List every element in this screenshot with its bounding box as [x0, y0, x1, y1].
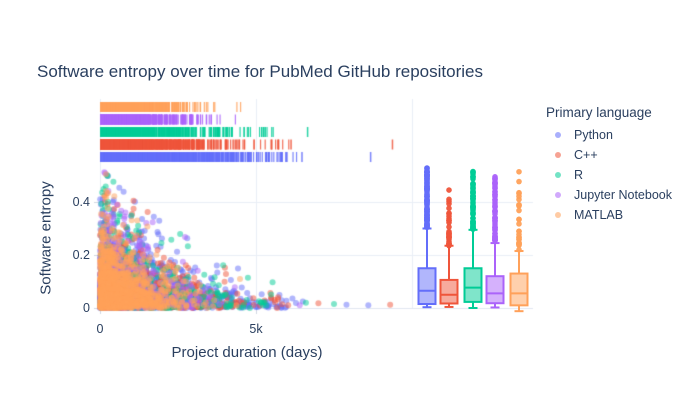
legend-marker-jupyter-notebook: [555, 192, 561, 198]
x-tick-label-5k: 5k: [249, 322, 263, 336]
chart-title: Software entropy over time for PubMed Gi…: [37, 62, 483, 81]
legend-marker-matlab: [555, 212, 561, 218]
x-axis-title: Project duration (days): [171, 344, 323, 361]
y-tick-label-0.2: 0.2: [72, 248, 90, 262]
y-tick-label-0: 0: [83, 301, 90, 315]
legend-marker-r: [555, 172, 561, 178]
legend-item-matlab[interactable]: MATLAB: [546, 205, 672, 225]
legend-item-python[interactable]: Python: [546, 125, 672, 145]
legend-marker-cpp: [555, 152, 561, 158]
legend-title: Primary language: [546, 105, 652, 120]
y-tick-label-0.4: 0.4: [72, 195, 90, 209]
legend-item-jupyter-notebook[interactable]: Jupyter Notebook: [546, 185, 672, 205]
legend: Primary language Python C++ R Jupyter No…: [546, 105, 672, 225]
legend-item-r[interactable]: R: [546, 165, 672, 185]
legend-item-cpp[interactable]: C++: [546, 145, 672, 165]
x-tick-label-0: 0: [96, 322, 104, 336]
legend-marker-python: [555, 132, 561, 138]
